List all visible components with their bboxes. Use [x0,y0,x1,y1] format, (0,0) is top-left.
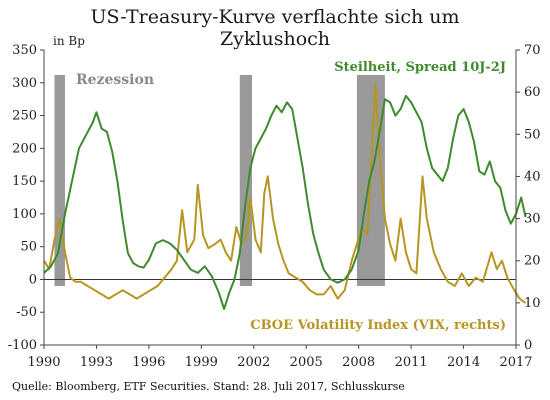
right-tick-label: 70 [524,43,541,58]
left-tick-label: 350 [12,43,37,58]
left-tick-label: 250 [12,109,37,124]
recession-band-0 [54,75,65,286]
right-tick-label: 40 [524,169,541,184]
x-tick-label: 2002 [237,355,270,370]
left-tick-label: -100 [8,338,37,353]
right-tick-label: 20 [524,254,541,269]
left-tick-label: 50 [20,240,37,255]
series-label-vix: CBOE Volatility Index (VIX, rechts) [250,318,506,333]
left-tick-label: 150 [12,174,37,189]
x-tick-label: 1993 [80,355,113,370]
series-layer [43,82,527,310]
recession-bands [54,75,385,286]
axes: 350300250200150100500-50-100706050403020… [8,43,541,370]
x-tick-label: 1996 [132,355,165,370]
chart-title-line-1: US-Treasury-Kurve verflachte sich um [90,6,460,28]
source-note: Quelle: Bloomberg, ETF Securities. Stand… [12,380,405,393]
right-tick-label: 30 [524,212,541,227]
left-tick-label: 300 [12,76,37,91]
x-tick-label: 2008 [342,355,375,370]
x-tick-label: 1999 [185,355,218,370]
left-tick-label: 0 [29,272,37,287]
recession-label: Rezession [76,72,154,88]
left-tick-label: 100 [12,207,37,222]
right-tick-label: 60 [524,85,541,100]
series-label-spread: Steilheit, Spread 10J-2J [334,60,506,75]
x-tick-label: 2014 [447,355,480,370]
chart-title-line-2: Zyklushoch [219,28,331,50]
left-axis-unit-label: in Bp [53,34,85,48]
left-tick-label: 200 [12,141,37,156]
series-line-vix [43,82,527,304]
series-line-spread [43,94,527,310]
right-tick-label: 10 [524,296,541,311]
x-tick-label: 2005 [290,355,323,370]
x-tick-label: 2017 [499,355,532,370]
right-tick-label: 0 [524,338,532,353]
left-tick-label: -50 [16,305,37,320]
recession-band-1 [239,75,253,286]
right-tick-label: 50 [524,127,541,142]
x-tick-label: 1990 [27,355,60,370]
x-tick-label: 2011 [395,355,428,370]
